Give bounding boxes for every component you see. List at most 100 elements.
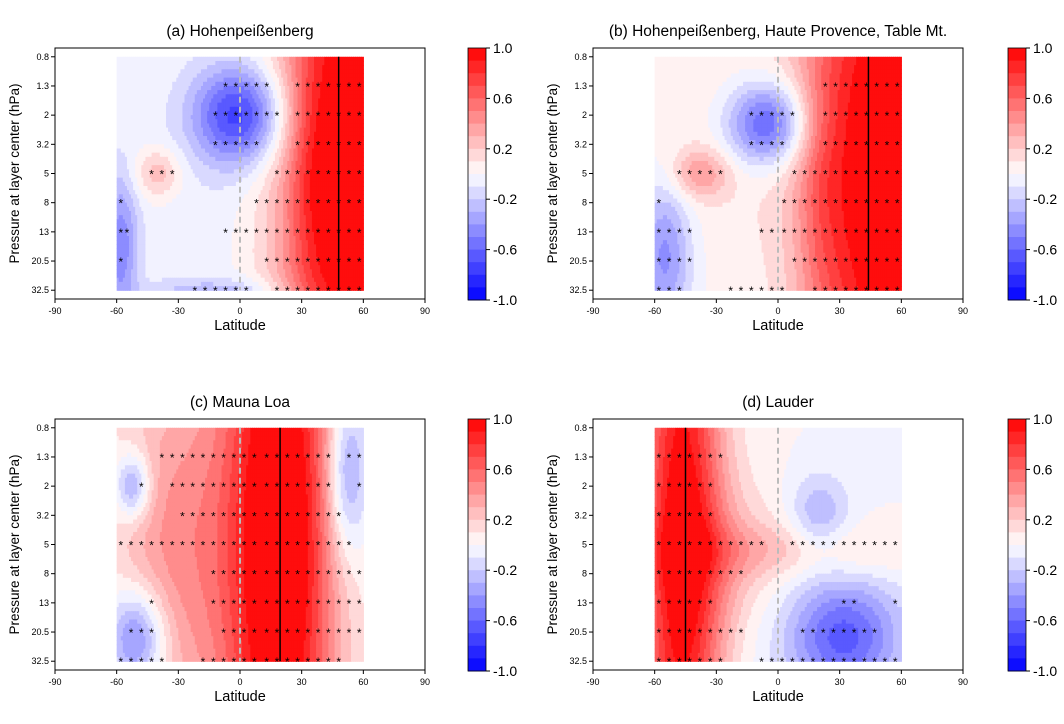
- significance-star: *: [821, 655, 826, 669]
- significance-star: *: [305, 255, 310, 269]
- significance-star: *: [811, 626, 816, 640]
- significance-star: *: [139, 539, 144, 553]
- significance-star: *: [316, 509, 321, 523]
- colorbar-level: [468, 444, 486, 457]
- significance-star: *: [252, 539, 257, 553]
- significance-star: *: [347, 168, 352, 182]
- x-tick-label: 0: [775, 306, 780, 316]
- significance-star: *: [326, 226, 331, 240]
- significance-star: *: [231, 539, 236, 553]
- colorbar-level: [468, 658, 486, 671]
- significance-star: *: [118, 197, 123, 211]
- significance-star: *: [813, 255, 818, 269]
- colorbar-level: [1008, 73, 1026, 86]
- x-tick-label: -90: [586, 677, 599, 687]
- significance-star: *: [854, 109, 859, 123]
- significance-star: *: [149, 655, 154, 669]
- significance-star: *: [802, 197, 807, 211]
- significance-star: *: [677, 226, 682, 240]
- significance-star: *: [285, 655, 290, 669]
- significance-star: *: [221, 480, 226, 494]
- colorbar-level: [1008, 621, 1026, 634]
- significance-star: *: [749, 539, 754, 553]
- significance-star: *: [357, 226, 362, 240]
- colorbar-level: [468, 545, 486, 558]
- significance-star: *: [792, 168, 797, 182]
- significance-star: *: [275, 655, 280, 669]
- significance-star: *: [864, 80, 869, 94]
- significance-star: *: [211, 568, 216, 582]
- x-axis-label: Latitude: [752, 318, 804, 334]
- significance-star: *: [790, 109, 795, 123]
- significance-star: *: [823, 138, 828, 152]
- significance-star: *: [242, 597, 247, 611]
- y-tick-label: 2: [582, 110, 587, 120]
- significance-star: *: [244, 109, 249, 123]
- significance-star: *: [326, 655, 331, 669]
- significance-star: *: [211, 480, 216, 494]
- significance-star: *: [244, 138, 249, 152]
- significance-star: *: [285, 255, 290, 269]
- significance-star: *: [252, 597, 257, 611]
- significance-star: *: [118, 539, 123, 553]
- significance-star: *: [201, 655, 206, 669]
- significance-star: *: [833, 80, 838, 94]
- x-tick-label: -60: [648, 306, 661, 316]
- colorbar-level: [468, 558, 486, 571]
- significance-star: *: [843, 138, 848, 152]
- significance-star: *: [833, 168, 838, 182]
- significance-star: *: [821, 626, 826, 640]
- significance-star: *: [718, 168, 723, 182]
- significance-star: *: [893, 597, 898, 611]
- significance-star: *: [708, 626, 713, 640]
- significance-star: *: [708, 168, 713, 182]
- y-tick-label: 13: [577, 598, 587, 608]
- significance-star: *: [139, 655, 144, 669]
- colorbar-level: [1008, 199, 1026, 212]
- colorbar-level: [468, 199, 486, 212]
- colorbar-level: [1008, 174, 1026, 187]
- colorbar-level: [1008, 237, 1026, 250]
- panel-title: (d) Lauder: [742, 394, 814, 411]
- significance-star: *: [698, 597, 703, 611]
- significance-star: *: [336, 197, 341, 211]
- colorbar-level: [468, 457, 486, 470]
- significance-star: *: [326, 626, 331, 640]
- colorbar-level: [1008, 187, 1026, 200]
- colorbar-level: [1008, 457, 1026, 470]
- significance-star: *: [823, 255, 828, 269]
- significance-star: *: [254, 80, 259, 94]
- significance-star: *: [687, 626, 692, 640]
- significance-star: *: [843, 255, 848, 269]
- colorbar-level: [468, 287, 486, 300]
- significance-star: *: [831, 626, 836, 640]
- significance-star: *: [895, 255, 900, 269]
- significance-star: *: [285, 626, 290, 640]
- colorbar-tick-label: -0.6: [1033, 242, 1057, 258]
- significance-star: *: [357, 480, 362, 494]
- significance-star: *: [780, 284, 785, 298]
- colorbar-level: [468, 161, 486, 174]
- significance-star: *: [831, 539, 836, 553]
- colorbar-level: [468, 73, 486, 86]
- colorbar-level: [1008, 161, 1026, 174]
- significance-star: *: [285, 539, 290, 553]
- significance-star: *: [862, 655, 867, 669]
- significance-star: *: [813, 168, 818, 182]
- colorbar: 1.00.60.2-0.2-0.6-1.0: [1008, 411, 1057, 679]
- significance-star: *: [854, 138, 859, 152]
- significance-star: *: [201, 451, 206, 465]
- significance-star: *: [305, 539, 310, 553]
- significance-star: *: [677, 597, 682, 611]
- significance-star: *: [275, 539, 280, 553]
- significance-star: *: [656, 255, 661, 269]
- significance-star: *: [203, 284, 208, 298]
- significance-star: *: [687, 168, 692, 182]
- significance-star: *: [895, 80, 900, 94]
- y-tick-label: 32.5: [569, 656, 587, 666]
- significance-star: *: [295, 197, 300, 211]
- significance-star: *: [813, 197, 818, 211]
- significance-star: *: [728, 626, 733, 640]
- x-tick-label: 90: [420, 306, 430, 316]
